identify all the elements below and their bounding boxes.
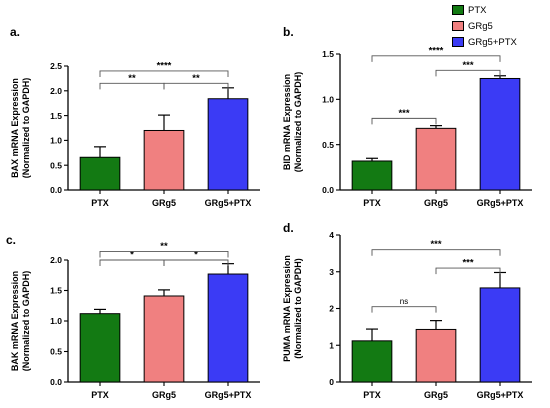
- legend-label-ptx: PTX: [468, 4, 487, 16]
- y-axis-label-line: (Normalized to GAPDH): [293, 258, 303, 359]
- significance-label: ns: [400, 297, 408, 306]
- significance-bracket: [99, 259, 165, 266]
- bar-grg5-ptx: [479, 77, 521, 191]
- x-tick-label: GRg5+PTX: [205, 198, 252, 208]
- bar-grg5-ptx: [207, 273, 249, 383]
- y-axis-label-line: (Normalized to GAPDH): [21, 78, 31, 179]
- panel-label: b.: [283, 25, 294, 39]
- significance-bracket: [371, 117, 437, 125]
- y-tick-label: 0: [329, 377, 334, 387]
- significance-bracket: [371, 55, 501, 62]
- significance-label: ***: [462, 258, 473, 269]
- x-tick-label: GRg5: [152, 198, 176, 208]
- panel-a: a. 0.0 0.5 1.0 1.5 2.0 2.5 BAX mRNA Expression(…: [10, 25, 260, 208]
- y-axis-label-line: PUMA mRNA Expression: [282, 255, 292, 362]
- y-tick-label: 2.0: [50, 255, 62, 265]
- y-axis-label-line: BAK mRNA Expression: [10, 271, 20, 371]
- bar-grg5: [143, 129, 185, 191]
- panel-b: b. 0.0 0.5 1.0 1.5 BID mRNA Expression(Normal…: [282, 25, 532, 208]
- x-tick-label: PTX: [363, 198, 381, 208]
- y-axis-label-line: (Normalized to GAPDH): [21, 271, 31, 372]
- significance-label: **: [160, 241, 168, 252]
- y-tick-label: 1: [329, 340, 334, 350]
- y-tick-label: 1.5: [50, 286, 62, 296]
- legend-swatch-ptx: [452, 5, 464, 15]
- panel-d: d. 0 1 2 3 4 PUMA mRNA Expression(Normalized t…: [282, 221, 532, 400]
- y-axis-label-line: (Normalized to GAPDH): [293, 72, 303, 173]
- legend-item-grg5: GRg5: [452, 18, 517, 34]
- bar-grg5: [415, 328, 457, 383]
- y-tick-label: 3: [329, 267, 334, 277]
- significance-label: ****: [157, 60, 172, 71]
- significance-label: *: [194, 250, 198, 261]
- x-tick-label: PTX: [91, 390, 109, 400]
- significance-label: ****: [429, 45, 444, 56]
- significance-bracket: [163, 259, 229, 266]
- panel-label: a.: [10, 25, 20, 39]
- y-tick-label: 2: [329, 304, 334, 314]
- significance-label: ***: [430, 239, 441, 250]
- y-tick-label: 0.0: [50, 185, 62, 195]
- significance-bracket: [371, 249, 501, 256]
- x-tick-label: GRg5: [152, 390, 176, 400]
- significance-label: *: [130, 250, 134, 261]
- significance-bracket: [99, 251, 229, 258]
- x-tick-label: GRg5: [424, 198, 448, 208]
- y-axis-label: BAK mRNA Expression(Normalized to GAPDH): [10, 271, 31, 372]
- legend-label-grg5-ptx: GRg5+PTX: [468, 36, 517, 48]
- significance-bracket: [435, 69, 501, 77]
- y-tick-label: 2.5: [50, 61, 62, 71]
- x-tick-label: PTX: [363, 390, 381, 400]
- bar-grg5: [143, 295, 185, 383]
- significance-bracket: [163, 82, 229, 90]
- x-tick-label: GRg5+PTX: [477, 198, 524, 208]
- y-tick-label: 1.5: [50, 111, 62, 121]
- bar-ptx: [79, 156, 121, 191]
- significance-bracket: [435, 267, 501, 275]
- y-axis-label-line: BID mRNA Expression: [282, 74, 292, 170]
- y-tick-label: 1.0: [322, 95, 334, 105]
- significance-bracket: [371, 306, 437, 313]
- legend-item-ptx: PTX: [452, 2, 517, 18]
- legend-label-grg5: GRg5: [468, 20, 493, 32]
- legend-swatch-grg5: [452, 21, 464, 31]
- significance-label: **: [192, 73, 200, 84]
- y-tick-label: 0.5: [322, 140, 334, 150]
- y-axis-label: BID mRNA Expression(Normalized to GAPDH): [282, 72, 303, 173]
- bar-ptx: [351, 340, 393, 383]
- y-axis-label-line: BAX mRNA Expression: [10, 78, 20, 178]
- y-tick-label: 4: [329, 230, 334, 240]
- bar-ptx: [79, 313, 121, 383]
- legend-item-grg5-ptx: GRg5+PTX: [452, 34, 517, 50]
- panel-label: d.: [283, 221, 294, 235]
- bar-ptx: [351, 160, 393, 191]
- bar-grg5-ptx: [207, 98, 249, 191]
- y-tick-label: 0.5: [50, 347, 62, 357]
- x-tick-label: GRg5+PTX: [477, 390, 524, 400]
- y-axis-label: BAX mRNA Expression(Normalized to GAPDH): [10, 78, 31, 179]
- panel-label: c.: [6, 233, 16, 247]
- y-tick-label: 0.0: [50, 377, 62, 387]
- x-tick-label: GRg5: [424, 390, 448, 400]
- significance-label: ***: [398, 108, 409, 119]
- y-tick-label: 1.0: [50, 136, 62, 146]
- bar-grg5: [415, 127, 457, 191]
- y-tick-label: 0.0: [322, 185, 334, 195]
- significance-bracket: [99, 70, 229, 77]
- bar-grg5-ptx: [479, 287, 521, 383]
- y-tick-label: 0.5: [50, 160, 62, 170]
- significance-bracket: [99, 82, 165, 90]
- legend: PTX GRg5 GRg5+PTX: [452, 2, 517, 50]
- panel-c: c. 0.0 0.5 1.0 1.5 2.0 BAK mRNA Expression(Nor…: [6, 233, 260, 400]
- significance-label: ***: [462, 60, 473, 71]
- legend-swatch-grg5-ptx: [452, 37, 464, 47]
- significance-label: **: [128, 73, 136, 84]
- y-axis-label: PUMA mRNA Expression(Normalized to GAPDH…: [282, 255, 303, 362]
- y-tick-label: 2.0: [50, 86, 62, 96]
- y-tick-label: 1.0: [50, 316, 62, 326]
- x-tick-label: GRg5+PTX: [205, 390, 252, 400]
- x-tick-label: PTX: [91, 198, 109, 208]
- y-tick-label: 1.5: [322, 49, 334, 59]
